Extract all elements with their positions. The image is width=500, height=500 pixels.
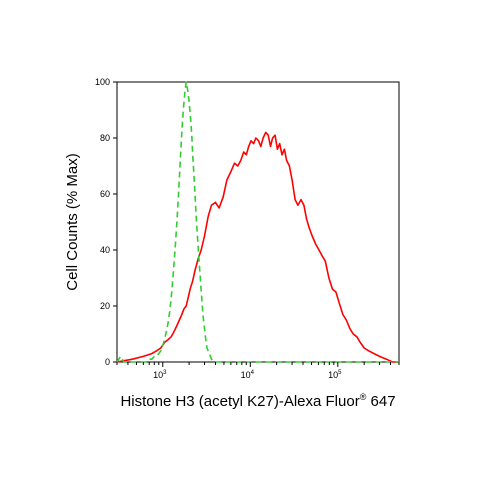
x-axis-title-main: Histone H3 (acetyl K27)-Alexa Fluor [120, 393, 359, 410]
x-axis-title: Histone H3 (acetyl K27)-Alexa Fluor® 647 [120, 392, 395, 410]
x-tick-label: 105 [328, 370, 342, 380]
y-axis-title: Cell Counts (% Max) [64, 153, 81, 291]
y-tick-label: 40 [100, 245, 110, 255]
x-axis-ticks: 103 104 105 [116, 362, 400, 380]
plot-frame [116, 81, 400, 363]
x-axis-title-suffix: 647 [366, 393, 395, 410]
x-tick-label: 103 [153, 370, 167, 380]
x-tick-label: 104 [241, 370, 255, 380]
y-tick-label: 100 [95, 77, 110, 87]
y-tick-label: 20 [100, 301, 110, 311]
y-axis-ticks: 0 20 40 60 80 100 [95, 77, 117, 367]
plot-area [116, 81, 400, 363]
series-layer [116, 81, 399, 363]
y-tick-label: 0 [105, 357, 110, 367]
y-tick-label: 60 [100, 189, 110, 199]
y-tick-label: 80 [100, 133, 110, 143]
x-axis-title-registered-mark: ® [360, 392, 367, 402]
series-line-control [116, 81, 399, 363]
series-line-sample [116, 131, 399, 363]
